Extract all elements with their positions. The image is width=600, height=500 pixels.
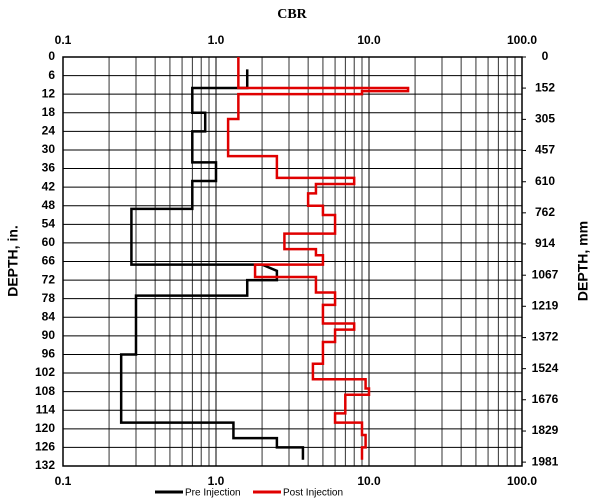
y2-tick-label: 1524 [532,361,559,375]
y-tick-label: 30 [42,142,56,156]
y-tick-label: 114 [36,402,56,416]
y-tick-label: 66 [42,254,56,268]
y-tick-label: 84 [42,309,56,323]
y2-tick-label: 305 [535,112,555,126]
y2-tick-label: 610 [535,174,555,188]
y-tick-label: 96 [42,347,56,361]
y-tick-label: 0 [48,49,55,63]
y-tick-label: 102 [35,365,55,379]
y-tick-label: 72 [42,272,56,286]
series-line [226,57,410,460]
x-tick-label: 0.1 [55,474,72,488]
y-tick-label: 12 [42,86,56,100]
y2-tick-label: 152 [535,80,555,94]
y2-tick-label: 1676 [532,392,559,406]
y2-axis-label: DEPTH, mm [575,221,591,301]
y2-tick-label: 914 [535,236,555,250]
x-tick-label: 100.0 [507,33,537,47]
y2-tick-label: 1372 [532,330,559,344]
y2-tick-label: 1067 [532,267,559,281]
y-tick-label: 24 [42,124,56,138]
y2-tick-label: 762 [535,205,555,219]
legend-label: Post Injection [283,488,343,499]
legend-label: Pre Injection [185,488,241,499]
y2-tick-label: 1219 [532,298,559,312]
y-tick-label: 42 [42,179,56,193]
x-tick-label: 10.0 [357,33,381,47]
y-tick-label: 36 [42,161,56,175]
y-tick-label: 6 [48,68,55,82]
y-tick-label: 18 [42,105,56,119]
y-tick-label: 54 [42,216,56,230]
y-tick-label: 108 [35,384,55,398]
y2-tick-label: 0 [542,49,549,63]
x-tick-label: 100.0 [507,474,537,488]
y2-tick-label: 1829 [532,423,559,437]
y-tick-label: 132 [35,458,55,472]
y-tick-label: 60 [42,235,56,249]
y2-tick-label: 1981 [532,454,559,468]
chart-title: CBR [277,7,307,22]
y2-tick-label: 457 [535,143,555,157]
x-tick-label: 0.1 [55,33,72,47]
x-tick-label: 1.0 [208,474,225,488]
y-tick-label: 48 [42,198,56,212]
x-tick-label: 10.0 [357,474,381,488]
y-tick-label: 90 [42,328,56,342]
plot-frame [62,56,523,467]
y-tick-label: 120 [35,421,55,435]
y-tick-label: 126 [35,440,55,454]
y-tick-label: 78 [42,291,56,305]
x-tick-label: 1.0 [208,33,225,47]
y-axis-label: DEPTH, in. [5,225,21,297]
